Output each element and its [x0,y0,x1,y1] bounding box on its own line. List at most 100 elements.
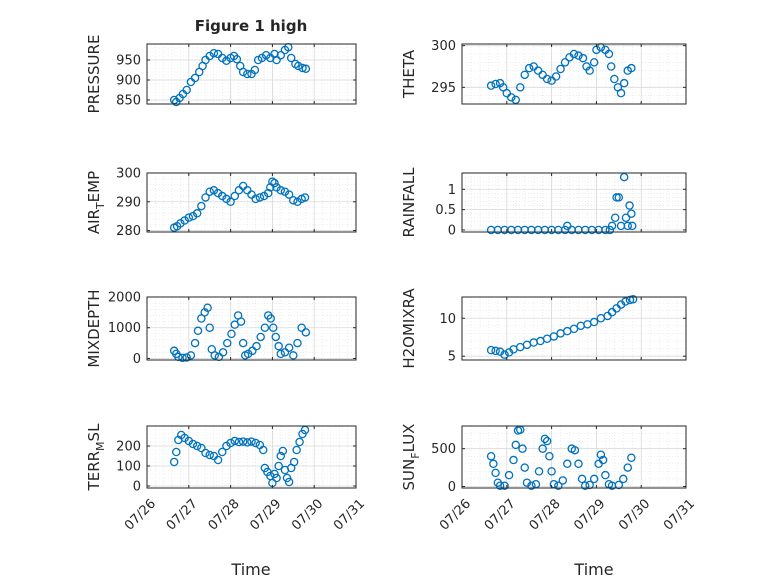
data-point [585,480,594,490]
y-axis-label: RAINFALL [400,167,418,238]
data-point [222,56,231,66]
data-point [250,65,260,75]
data-point [577,474,587,484]
data-point [274,461,283,471]
data-point [619,78,629,88]
data-point [558,476,568,485]
x-axis-label-right: Time [573,560,613,579]
data-point [605,225,615,235]
data-point [538,444,547,453]
subplot-6: 5 10 H2OMIXRA [400,288,687,369]
figure-title: Figure 1 high [195,17,308,35]
y-tick-label: 295 [431,81,456,96]
data-point [201,193,210,202]
subplot-1: 850 900 950 PRESSURE [85,35,357,113]
y-tick-label: 1 [448,183,456,198]
data-point [190,73,200,83]
data-point [301,328,311,337]
data-point [217,53,227,63]
data-point [282,473,292,483]
data-point [271,332,280,342]
data-point [610,213,620,223]
data-point [252,341,261,351]
data-point [538,70,547,80]
data-point [268,177,277,186]
data-point [563,459,572,469]
data-point [610,74,619,84]
data-point [217,447,227,457]
data-point [205,450,214,460]
data-point [205,51,214,61]
data-point [243,438,252,447]
data-point [515,83,525,92]
data-point [284,343,294,352]
data-point [607,221,617,231]
data-point [276,349,286,359]
subplot-4: 0 0.5 1 RAINFALL [400,167,687,238]
data-point [489,459,498,469]
data-point [542,74,552,84]
data-point [563,221,572,231]
data-point [509,455,518,465]
axes-box [461,425,687,489]
data-point [182,85,191,95]
data-point [205,187,214,196]
data-point [192,209,202,218]
y-tick-label: 0 [448,480,456,495]
data-point [193,326,203,336]
axes-box [461,172,687,233]
data-point [184,213,194,222]
axes-background [462,173,686,232]
data-point [293,338,302,348]
data-point [255,193,265,202]
data-point [280,348,290,357]
data-point [227,329,236,339]
data-point [197,443,206,453]
axes-box [146,43,357,105]
data-point [601,470,610,480]
data-point [261,50,271,60]
data-point [276,186,286,195]
data-point [606,62,616,71]
x-axis-label-left: Time [230,560,270,579]
data-point [554,481,563,490]
data-point [547,76,556,85]
data-point [268,323,278,332]
y-tick-label: 300 [116,167,141,182]
subplot-5: 0 1000 2000 MIXDEPTH [85,289,357,368]
y-tick-label: 300 [431,39,456,54]
axes-background [462,426,686,488]
data-point [504,470,514,480]
data-point [486,345,496,355]
data-point [601,225,610,235]
data-point [520,70,529,80]
y-tick-label: 0 [133,480,141,495]
data-point [223,338,232,348]
data-point [295,437,304,447]
data-point [511,440,521,450]
data-point [545,451,554,461]
data-point [247,437,256,446]
data-point [569,324,579,334]
y-tick-label: 280 [116,224,141,239]
data-point [627,453,636,463]
data-point [614,480,624,490]
data-point [580,481,590,490]
data-point [284,190,294,199]
data-point [500,350,509,359]
data-point [589,317,599,327]
axes-background [462,44,686,104]
y-axis-label: THETA [400,49,418,99]
data-point [301,64,311,74]
data-point [234,437,244,447]
data-point [209,48,219,58]
data-point [203,303,212,313]
y-axis-label: H2OMIXRA [400,288,418,369]
data-point [527,481,536,490]
data-point [491,346,500,356]
data-point [627,209,636,218]
data-point [300,193,310,202]
data-point [542,436,552,446]
data-point [507,93,516,102]
